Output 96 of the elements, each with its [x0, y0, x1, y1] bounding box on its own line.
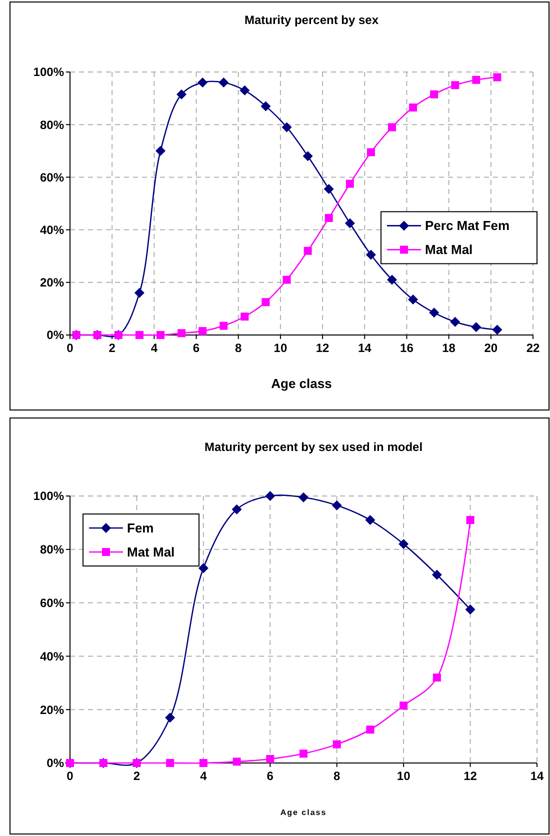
x-tick-label: 4: [150, 341, 158, 355]
point: [262, 298, 270, 306]
point: [346, 180, 354, 188]
point: [282, 122, 292, 132]
x-tick-label: 20: [484, 341, 498, 355]
x-axis-title: Age class: [280, 808, 327, 817]
point: [332, 740, 341, 748]
point: [493, 73, 502, 82]
point: [218, 78, 229, 88]
point: [134, 288, 144, 298]
point: [386, 274, 397, 285]
legend-label: Mat Mal: [425, 242, 473, 258]
point: [198, 327, 207, 336]
point: [409, 104, 418, 112]
point: [466, 516, 474, 524]
point: [232, 758, 241, 766]
x-axis-title: Age class: [271, 376, 332, 391]
legend-label: Fem: [127, 520, 154, 536]
x-tick-label: 14: [530, 769, 544, 783]
point: [332, 500, 342, 510]
point: [302, 151, 313, 162]
point: [430, 90, 438, 98]
x-tick-label: 0: [66, 341, 74, 355]
chart-title: Maturity percent by sex: [244, 13, 379, 27]
point: [166, 759, 174, 767]
y-tick-label: 0%: [46, 328, 64, 342]
y-tick-label: 100%: [33, 489, 64, 504]
point: [156, 331, 164, 339]
point: [366, 250, 376, 260]
x-tick-label: 12: [316, 341, 330, 355]
x-tick-label: 6: [266, 769, 274, 783]
x-tick-label: 0: [66, 769, 74, 783]
x-tick-label: 2: [108, 341, 116, 355]
point: [366, 726, 374, 734]
y-tick-label: 80%: [40, 542, 64, 557]
x-tick-label: 18: [442, 341, 456, 355]
point: [366, 148, 375, 156]
point: [199, 759, 208, 767]
point: [492, 324, 502, 335]
point: [178, 329, 186, 338]
x-tick-label: 2: [133, 769, 140, 783]
point: [298, 492, 308, 502]
x-tick-label: 16: [400, 341, 414, 355]
point: [451, 81, 460, 90]
y-tick-label: 40%: [40, 223, 64, 237]
point: [135, 331, 144, 339]
point: [232, 504, 242, 514]
point: [432, 570, 442, 580]
point: [365, 515, 376, 526]
point: [388, 123, 396, 132]
point: [266, 754, 274, 763]
point: [324, 184, 334, 194]
point: [304, 246, 312, 255]
y-tick-label: 20%: [40, 276, 64, 290]
y-tick-label: 20%: [40, 702, 64, 717]
legend-label: Mat Mal: [127, 544, 175, 560]
y-tick-label: 100%: [33, 65, 64, 80]
y-tick-label: 0%: [46, 756, 64, 770]
point: [450, 316, 460, 327]
y-tick-label: 60%: [40, 596, 64, 610]
x-tick-label: 6: [192, 341, 200, 355]
point: [465, 604, 476, 614]
x-tick-label: 10: [396, 769, 411, 783]
y-tick-label: 80%: [40, 118, 64, 132]
point: [220, 322, 228, 330]
point: [324, 214, 333, 222]
point: [198, 563, 208, 574]
x-tick-label: 4: [200, 769, 208, 783]
point: [260, 101, 271, 112]
point: [240, 312, 249, 321]
legend-label: Perc Mat Fem: [425, 218, 510, 234]
point: [198, 78, 208, 88]
point: [429, 308, 440, 318]
chart-title: Maturity percent by sex used in model: [204, 440, 423, 454]
x-tick-label: 14: [358, 341, 372, 355]
x-tick-label: 8: [235, 341, 242, 355]
point: [165, 712, 176, 723]
point: [155, 146, 166, 156]
point: [400, 702, 408, 710]
y-tick-label: 40%: [40, 649, 64, 664]
x-tick-label: 22: [526, 341, 540, 355]
point: [398, 539, 409, 550]
point: [300, 750, 308, 758]
point: [176, 89, 187, 100]
x-tick-label: 10: [274, 341, 288, 355]
point: [344, 218, 355, 228]
point: [265, 491, 276, 501]
point: [472, 76, 480, 84]
point: [240, 85, 250, 96]
point: [471, 322, 482, 332]
point: [408, 294, 418, 304]
point: [432, 674, 441, 682]
x-tick-label: 12: [464, 769, 478, 783]
x-tick-label: 8: [334, 769, 341, 783]
y-tick-label: 60%: [40, 170, 64, 184]
point: [282, 276, 291, 284]
